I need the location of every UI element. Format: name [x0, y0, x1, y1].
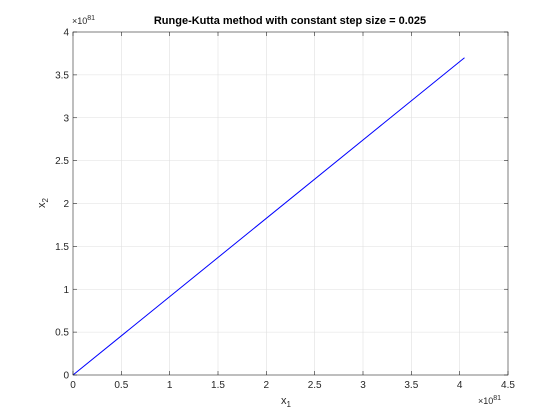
- plot-area: 0 0.5 1 1.5 2 2.5 3 3.5 4 4.5 0 0.5 1 1.5 2 2.5 3 3.5 4: [55, 28, 515, 392]
- x-tick-label: 2: [264, 380, 270, 391]
- x-exponent-label: ×1081: [478, 395, 501, 406]
- series-layer: [72, 57, 465, 376]
- y-tick-label: 0: [63, 371, 69, 382]
- x-axis-label: x1: [281, 395, 292, 409]
- y-ticks: 0 0.5 1 1.5 2 2.5 3 3.5 4: [55, 28, 508, 382]
- y-tick-label: 1.5: [55, 242, 69, 253]
- chart-title: Runge-Kutta method with constant step si…: [154, 15, 426, 27]
- x-tick-label: 1: [167, 380, 173, 391]
- x-tick-label: 1.5: [211, 380, 225, 391]
- x-tick-label: 0: [70, 380, 76, 391]
- y-exponent-base: ×10: [72, 16, 87, 26]
- y-tick-label: 2: [63, 199, 69, 210]
- y-axis-label-sub: 2: [41, 197, 50, 202]
- x-exponent-base: ×10: [478, 396, 493, 406]
- y-axis-label-main: x: [36, 202, 48, 208]
- x-tick-label: 2.5: [308, 380, 322, 391]
- y-tick-label: 3.5: [55, 70, 69, 81]
- x-ticks: 0 0.5 1 1.5 2 2.5 3 3.5 4 4.5: [70, 32, 515, 391]
- x-tick-label: 4: [457, 380, 463, 391]
- series-line-1: [72, 57, 465, 376]
- x-axis-label-sub: 1: [287, 400, 292, 409]
- grid: [73, 32, 508, 375]
- y-exponent-power: 81: [87, 15, 95, 22]
- y-tick-label: 2.5: [55, 156, 69, 167]
- y-exponent-label: ×1081: [72, 15, 95, 26]
- x-tick-label: 3.5: [404, 380, 418, 391]
- y-tick-label: 0.5: [55, 328, 69, 339]
- x-axis-label-main: x: [281, 395, 287, 407]
- y-tick-label: 4: [63, 28, 69, 39]
- x-exponent-power: 81: [493, 395, 501, 402]
- x-tick-label: 0.5: [114, 380, 128, 391]
- y-tick-label: 1: [63, 285, 69, 296]
- y-tick-label: 3: [63, 113, 69, 124]
- y-axis-label: x2: [36, 197, 50, 208]
- x-tick-label: 3: [360, 380, 366, 391]
- x-tick-label: 4.5: [501, 380, 515, 391]
